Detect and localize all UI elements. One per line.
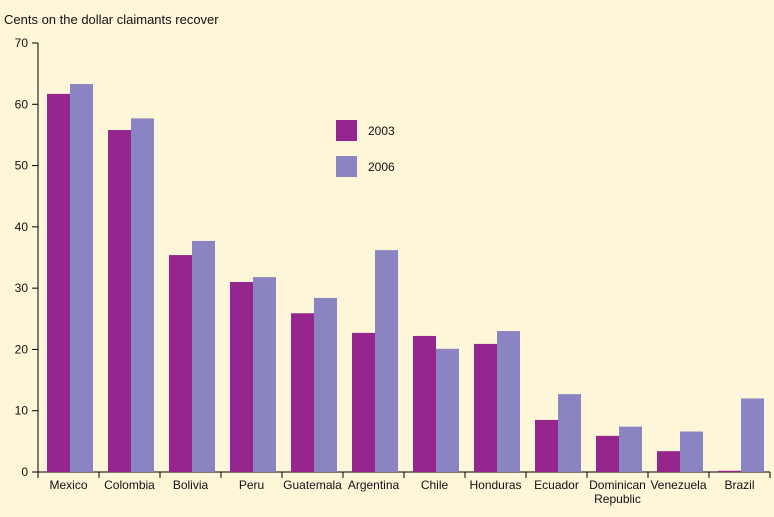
bar-2003-mexico: [47, 93, 70, 473]
y-tick-label: 50: [15, 159, 29, 173]
bar-2006-argentina: [375, 250, 398, 472]
x-tick-label: Peru: [239, 478, 264, 492]
x-tick-label: Honduras: [469, 478, 521, 492]
legend-swatch-2006: [336, 156, 357, 177]
x-axis: Mexico Colombia Bolivia Peru Guatemala Argent…: [32, 471, 771, 506]
bar-2006-ecuador: [558, 394, 581, 472]
bar-2003-colombia: [108, 130, 131, 473]
bars: [47, 84, 764, 473]
y-axis: 0 10 20 30 40 50 60 70: [15, 36, 39, 479]
bar-2006-chile: [436, 348, 459, 472]
x-tick-label: Chile: [421, 478, 449, 492]
x-tick-label: Dominican: [589, 478, 646, 492]
bar-2003-ecuador: [535, 419, 558, 472]
bar-2003-bolivia: [169, 255, 192, 472]
legend-swatch-2003: [336, 120, 357, 141]
bar-2006-venezuela: [680, 431, 703, 472]
bar-2003-dominican-republic: [596, 435, 619, 472]
bar-2003-chile: [413, 335, 436, 472]
y-tick-label: 10: [15, 404, 29, 418]
legend-label-2006: 2006: [368, 160, 395, 174]
y-tick-label: 0: [21, 465, 28, 479]
y-tick-label: 40: [15, 220, 29, 234]
x-tick-label: Mexico: [49, 478, 87, 492]
y-tick-label: 60: [15, 97, 29, 111]
bar-2006-peru: [253, 277, 276, 472]
bar-2003-venezuela: [657, 451, 680, 472]
chart-title: Cents on the dollar claimants recover: [4, 12, 219, 27]
x-tick-label: Republic: [594, 492, 641, 506]
legend-label-2003: 2003: [368, 124, 395, 138]
bar-2006-brazil: [741, 398, 764, 472]
bar-2003-honduras: [474, 343, 497, 472]
x-tick-label: Argentina: [348, 478, 400, 492]
x-tick-label: Brazil: [724, 478, 754, 492]
bar-2003-peru: [230, 282, 253, 472]
x-tick-label: Bolivia: [173, 478, 209, 492]
bar-2003-argentina: [352, 332, 375, 472]
bar-2006-bolivia: [192, 240, 215, 472]
x-tick-label: Venezuela: [650, 478, 706, 492]
bar-2006-dominican-republic: [619, 426, 642, 472]
x-tick-label: Ecuador: [534, 478, 579, 492]
bar-2003-guatemala: [291, 313, 314, 472]
bar-2006-mexico: [70, 84, 93, 472]
bar-2003-brazil: [718, 470, 741, 472]
y-tick-label: 30: [15, 281, 29, 295]
y-tick-label: 70: [15, 36, 29, 50]
bar-2006-guatemala: [314, 297, 337, 472]
legend: 2003 2006: [336, 120, 395, 177]
bar-2006-colombia: [131, 118, 154, 472]
bar-2006-honduras: [497, 331, 520, 472]
y-tick-label: 20: [15, 342, 29, 356]
x-tick-label: Colombia: [104, 478, 155, 492]
x-tick-label: Guatemala: [283, 478, 342, 492]
